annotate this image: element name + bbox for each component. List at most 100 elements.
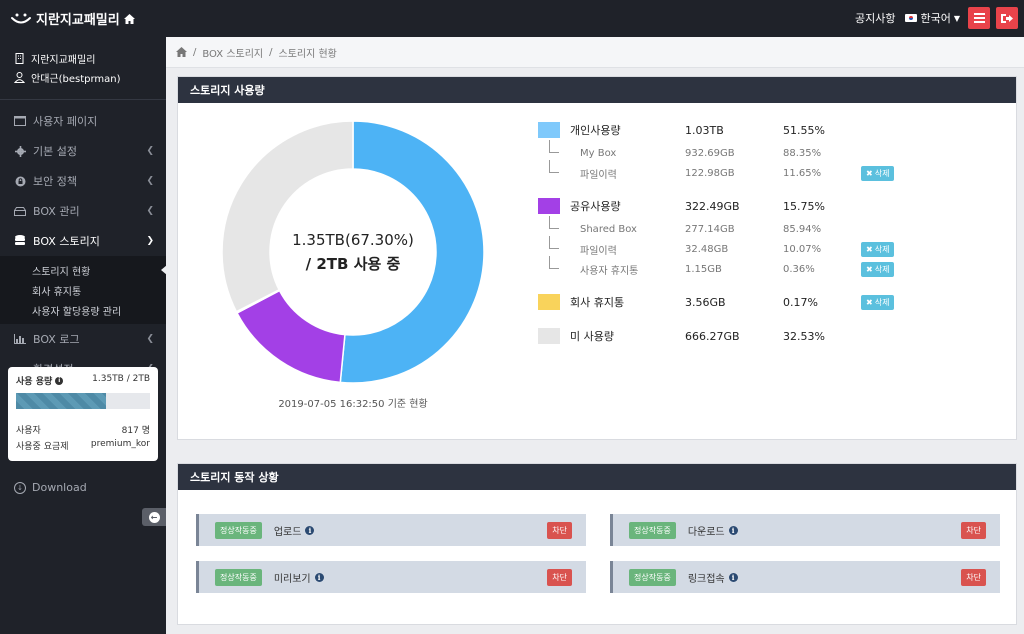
download-link[interactable]: ↓ Download (14, 481, 87, 494)
legend-swatch (538, 198, 560, 214)
legend-swatch (538, 328, 560, 344)
plan-label: 사용중 요금제 (16, 442, 69, 452)
top-bar: 지란지교패밀리 공지사항 한국어 ▼ (0, 0, 1024, 37)
delete-button[interactable]: ✖ 삭제 (861, 165, 895, 181)
delete-button[interactable]: ✖ 삭제 (861, 261, 895, 277)
sidebar-item-box-log[interactable]: BOX 로그 ❮ (0, 324, 166, 354)
close-icon: ✖ (866, 264, 873, 274)
submenu-user-quota[interactable]: 사용자 할당용량 관리 (32, 306, 122, 318)
legend-name: 사용자 휴지통 (580, 265, 639, 277)
status-label: 업로드 (273, 526, 302, 538)
status-ok-badge: 정상작동중 (629, 521, 676, 539)
hamburger-icon (973, 13, 985, 23)
sidebar-divider (0, 99, 166, 100)
user-icon (14, 72, 25, 83)
breadcrumb-sep: / (269, 46, 273, 58)
block-button[interactable]: 차단 (547, 522, 572, 539)
legend-name: 개인사용량 (570, 124, 621, 137)
legend-name: Shared Box (580, 223, 637, 235)
legend-sub-shared-box: Shared Box 277.14GB 85.94% (538, 216, 1008, 239)
chevron-left-icon: ❮ (146, 176, 154, 186)
donut-chart: 1.35TB(67.30%) / 2TB 사용 중 (218, 117, 488, 387)
usage-title-text: 사용 용량 (16, 377, 53, 387)
tree-line (549, 216, 559, 229)
usage-title: 사용 용량 i (16, 374, 64, 387)
hdd-icon (14, 205, 26, 217)
info-icon[interactable]: i (728, 525, 738, 535)
home-icon[interactable] (176, 47, 187, 57)
breadcrumb-sep: / (193, 46, 197, 58)
status-label: 링크접속 (687, 573, 725, 585)
language-select[interactable]: 한국어 ▼ (905, 10, 960, 26)
block-button[interactable]: 차단 (547, 569, 572, 586)
breadcrumb: / BOX 스토리지 / 스토리지 현황 (166, 37, 1024, 68)
logout-icon (1001, 13, 1013, 23)
sidebar-item-box-storage[interactable]: BOX 스토리지 ❯ (0, 226, 166, 256)
legend-swatch (538, 122, 560, 138)
storage-usage-panel: 스토리지 사용량 1.35TB(67.30%) / 2TB 사용 중 2019-… (177, 76, 1017, 440)
sidebar-menu: 사용자 페이지 기본 설정 ❮ 보안 정책 ❮ BOX 관리 ❮ BOX 스토리… (0, 106, 166, 256)
info-icon[interactable]: i (305, 525, 315, 535)
donut-center: 1.35TB(67.30%) / 2TB 사용 중 (218, 117, 488, 387)
status-card-preview: 정상작동중 미리보기 i 차단 (196, 561, 586, 593)
legend-percent: 0.17% (783, 295, 818, 309)
status-label: 다운로드 (687, 526, 725, 538)
breadcrumb-item[interactable]: BOX 스토리지 (202, 48, 264, 60)
notice-link[interactable]: 공지사항 (854, 12, 896, 25)
logout-button[interactable] (996, 7, 1018, 29)
users-count: 817 명 (121, 426, 150, 436)
timestamp: 2019-07-05 16:32:50 기준 현황 (278, 399, 428, 410)
storage-submenu: 스토리지 현황 회사 휴지통 사용자 할당용량 관리 (0, 256, 167, 324)
close-icon: ✖ (866, 297, 873, 307)
donut-svg (221, 120, 485, 384)
delete-label: 삭제 (874, 168, 890, 178)
submenu-storage-status[interactable]: 스토리지 현황 (0, 260, 167, 280)
chevron-left-icon: ❮ (146, 334, 154, 344)
legend-swatch (538, 294, 560, 310)
window-icon (14, 115, 26, 127)
home-icon[interactable] (123, 13, 135, 24)
info-icon[interactable]: i (728, 572, 738, 582)
donut-center-line1: 1.35TB(67.30%) (292, 231, 414, 249)
close-icon: ✖ (866, 244, 873, 254)
info-icon[interactable]: i (55, 376, 64, 385)
sidebar-item-security[interactable]: 보안 정책 ❮ (0, 166, 166, 196)
delete-button[interactable]: ✖ 삭제 (861, 294, 895, 310)
status-card-link: 정상작동중 링크접속 i 차단 (610, 561, 1000, 593)
org-name: 지란지교패밀리 (31, 55, 96, 66)
status-card-download: 정상작동중 다운로드 i 차단 (610, 514, 1000, 546)
sidebar-item-box-manage[interactable]: BOX 관리 ❮ (0, 196, 166, 226)
delete-button[interactable]: ✖ 삭제 (861, 241, 895, 257)
legend-name: 파일이력 (580, 169, 617, 181)
sidebar-item-label: BOX 관리 (33, 205, 80, 218)
sidebar: 지란지교패밀리 안대근(bestprman) 사용자 페이지 기본 설정 ❮ 보… (0, 37, 167, 634)
sidebar-item-label: 기본 설정 (33, 145, 77, 158)
storage-status-panel: 스토리지 동작 상황 정상작동중 업로드 i 차단 정상작동중 다운로드 i 차단 … (177, 463, 1017, 625)
brand-logo[interactable]: 지란지교패밀리 (10, 9, 135, 28)
panel-title: 스토리지 사용량 (178, 77, 1016, 103)
smile-logo-icon (11, 13, 31, 23)
legend-percent: 0.36% (783, 263, 815, 275)
legend-percent: 32.53% (783, 329, 825, 343)
status-card-upload: 정상작동중 업로드 i 차단 (196, 514, 586, 546)
menu-button[interactable] (968, 7, 990, 29)
sidebar-item-basic-settings[interactable]: 기본 설정 ❮ (0, 136, 166, 166)
submenu-company-trash[interactable]: 회사 휴지통 (32, 286, 82, 298)
legend-value: 122.98GB (685, 167, 735, 179)
usage-progress-bar (16, 393, 150, 409)
panel-title: 스토리지 동작 상황 (178, 464, 1016, 490)
sidebar-collapse-button[interactable]: ← (142, 508, 166, 526)
block-button[interactable]: 차단 (961, 569, 986, 586)
status-ok-badge: 정상작동중 (215, 521, 262, 539)
users-label: 사용자 (16, 426, 41, 436)
sidebar-item-user-page[interactable]: 사용자 페이지 (0, 106, 166, 136)
tree-line (549, 236, 559, 249)
legend-percent: 11.65% (783, 167, 822, 179)
usage-card: 사용 용량 i 1.35TB / 2TB 사용자 817 명 사용중 요금제 pre… (8, 367, 158, 461)
legend-sub-personal-history: 파일이력 122.98GB 11.65% ✖ 삭제 (538, 160, 1008, 183)
legend-name: 파일이력 (580, 245, 617, 257)
info-icon[interactable]: i (314, 572, 324, 582)
block-button[interactable]: 차단 (961, 522, 986, 539)
sidebar-item-label: BOX 로그 (33, 333, 80, 346)
legend-percent: 85.94% (783, 223, 822, 235)
